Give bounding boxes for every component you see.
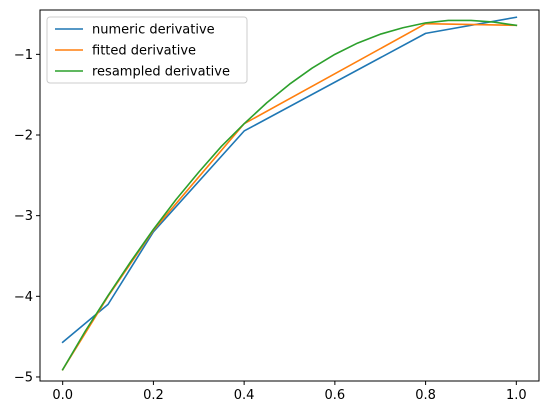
y-axis: −5 −4 −3 −2 −1 (14, 48, 40, 386)
x-tick-label: 0.4 (234, 388, 255, 403)
legend-label: resampled derivative (92, 65, 230, 80)
x-tick-label: 0.2 (143, 388, 164, 403)
x-axis: 0.0 0.2 0.4 0.6 0.8 1.0 (52, 381, 526, 403)
x-tick-label: 0.0 (52, 388, 73, 403)
y-tick-label: −4 (14, 290, 33, 305)
y-tick-label: −1 (14, 48, 33, 63)
x-tick-label: 1.0 (506, 388, 527, 403)
legend-label: fitted derivative (92, 44, 196, 59)
legend-label: numeric derivative (92, 23, 215, 38)
y-tick-label: −3 (14, 209, 33, 224)
legend: numeric derivative fitted derivative resam… (47, 17, 247, 83)
x-tick-label: 0.6 (325, 388, 346, 403)
y-tick-label: −2 (14, 129, 33, 144)
x-tick-label: 0.8 (415, 388, 436, 403)
y-tick-label: −5 (14, 370, 33, 385)
